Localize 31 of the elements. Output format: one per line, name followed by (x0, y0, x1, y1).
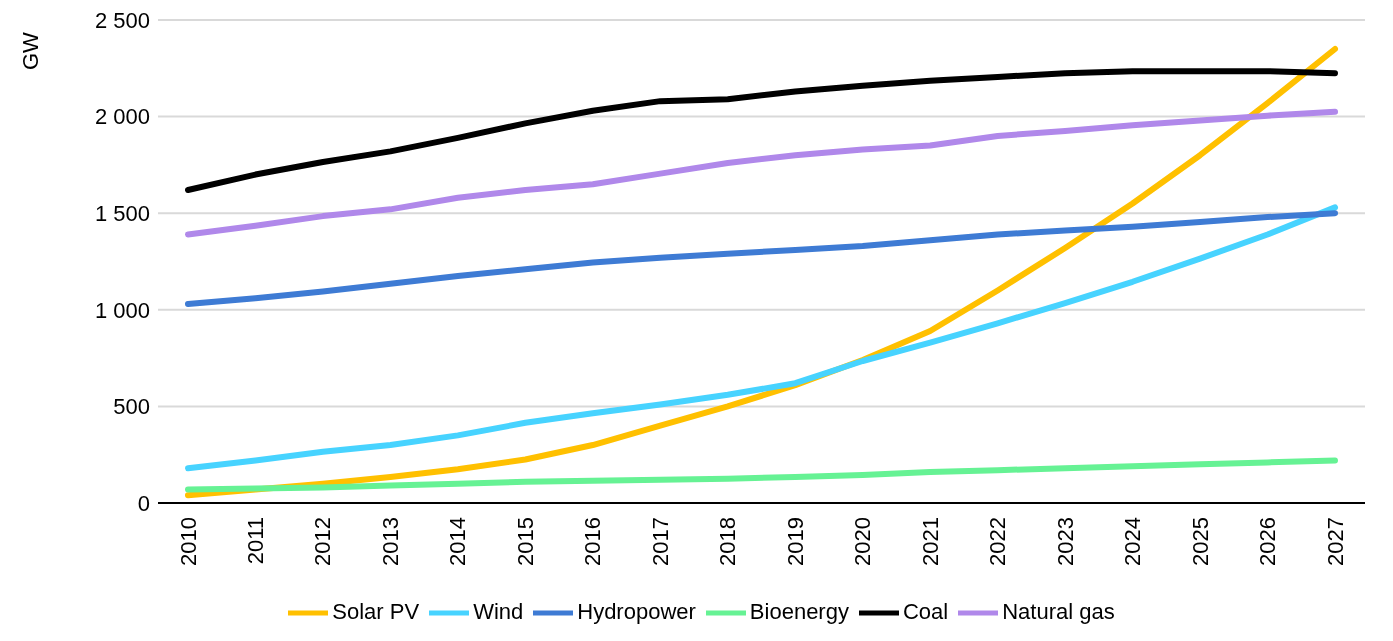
legend-label: Hydropower (577, 598, 696, 624)
legend-label: Solar PV (332, 598, 420, 624)
x-tick-label: 2016 (580, 517, 606, 566)
x-tick-label: 2027 (1322, 517, 1348, 566)
x-tick-label: 2026 (1255, 517, 1281, 566)
x-tick-label: 2011 (242, 517, 268, 565)
x-tick-label: 2023 (1052, 517, 1078, 566)
x-tick-label: 2015 (512, 517, 538, 566)
legend-label: Wind (473, 598, 524, 624)
x-tick-label: 2017 (647, 517, 673, 566)
x-tick-label: 2021 (917, 517, 943, 566)
x-tick-label: 2024 (1120, 517, 1146, 566)
x-tick-label: 2013 (377, 517, 403, 566)
y-tick-label: 2 500 (94, 7, 150, 33)
y-tick-label: 1 000 (94, 297, 150, 323)
y-tick-label: 500 (113, 394, 150, 420)
x-tick-label: 2019 (782, 517, 808, 566)
y-tick-label: 1 500 (94, 201, 150, 227)
legend-label: Bioenergy (749, 598, 849, 624)
x-tick-label: 2012 (310, 517, 336, 566)
y-tick-label: 0 (137, 490, 150, 516)
x-tick-label: 2025 (1187, 517, 1213, 566)
x-tick-label: 2010 (175, 517, 201, 566)
x-tick-label: 2022 (985, 517, 1011, 566)
y-tick-label: 2 000 (94, 104, 150, 130)
x-tick-label: 2014 (445, 517, 471, 566)
y-axis-title: GW (18, 32, 44, 70)
legend-label: Coal (902, 598, 949, 624)
x-tick-label: 2020 (850, 517, 876, 566)
x-tick-label: 2018 (715, 517, 741, 566)
legend-label: Natural gas (1002, 598, 1115, 624)
